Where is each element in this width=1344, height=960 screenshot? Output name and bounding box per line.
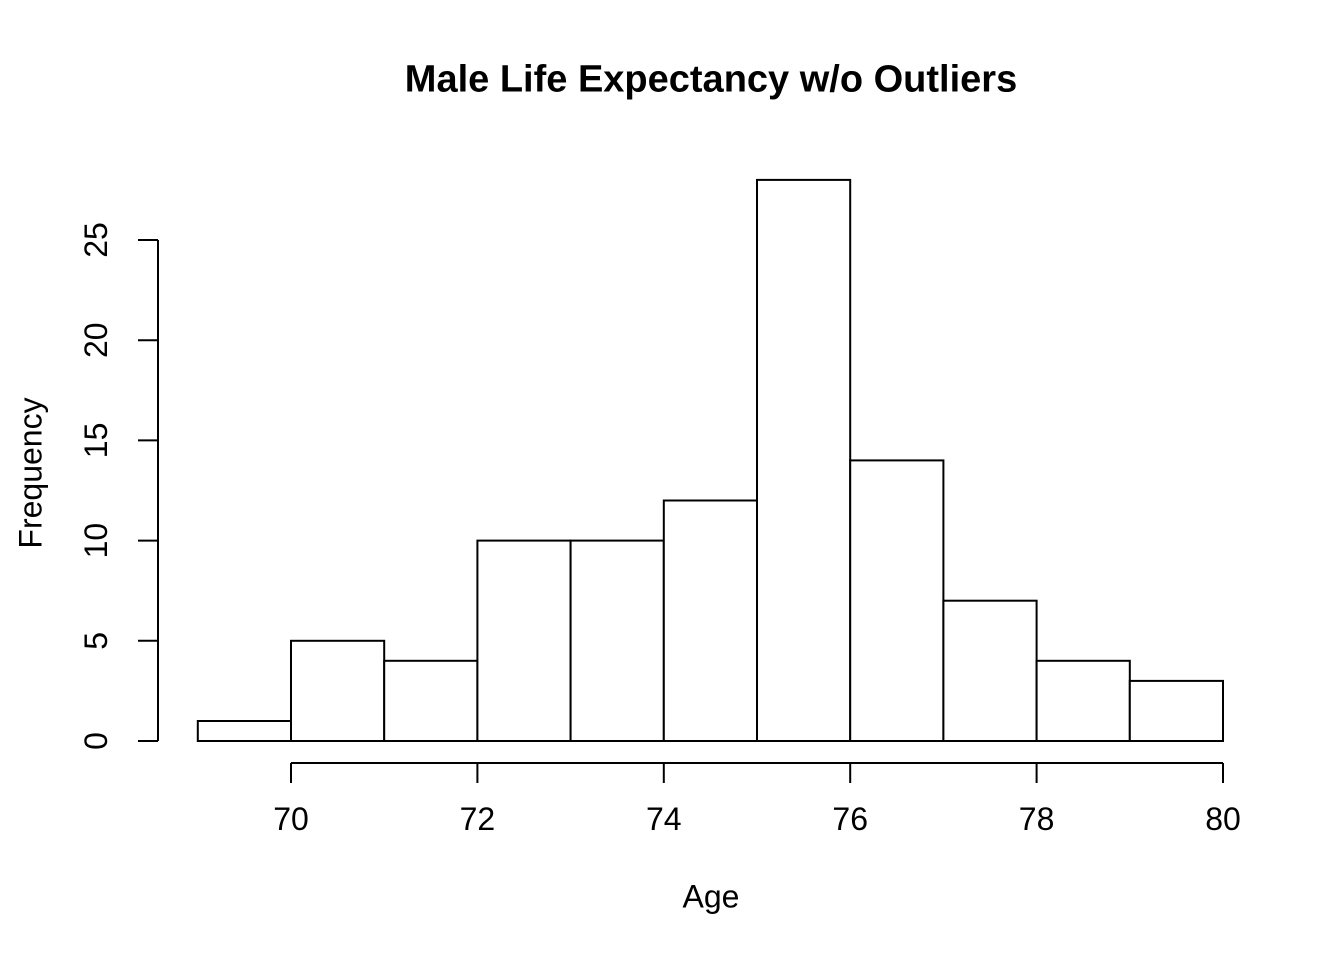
y-tick-label: 5	[78, 632, 114, 650]
histogram-bar	[383, 659, 479, 742]
histogram-bar	[1128, 679, 1225, 743]
x-tick-label: 74	[646, 801, 682, 837]
histogram-bar	[476, 539, 572, 742]
histogram-bar	[849, 459, 945, 742]
y-tick-label: 25	[78, 222, 114, 258]
histogram-bar	[756, 178, 852, 742]
x-tick-label: 76	[832, 801, 868, 837]
x-tick-label: 72	[460, 801, 496, 837]
y-tick-label: 10	[78, 523, 114, 559]
x-tick-label: 80	[1205, 801, 1241, 837]
histogram-bar	[942, 599, 1038, 743]
chart-title: Male Life Expectancy w/o Outliers	[404, 58, 1018, 101]
y-tick-label: 20	[78, 322, 114, 358]
histogram-bar	[1035, 659, 1131, 742]
y-tick-label: 0	[78, 732, 114, 750]
histogram-bar	[290, 639, 386, 742]
histogram-bar	[196, 720, 292, 742]
x-tick-label: 78	[1019, 801, 1055, 837]
histogram-bar	[662, 499, 758, 742]
x-tick-label: 70	[273, 801, 309, 837]
histogram-bar	[569, 539, 665, 742]
y-tick-label: 15	[78, 423, 114, 459]
x-axis-label: Age	[682, 878, 740, 915]
